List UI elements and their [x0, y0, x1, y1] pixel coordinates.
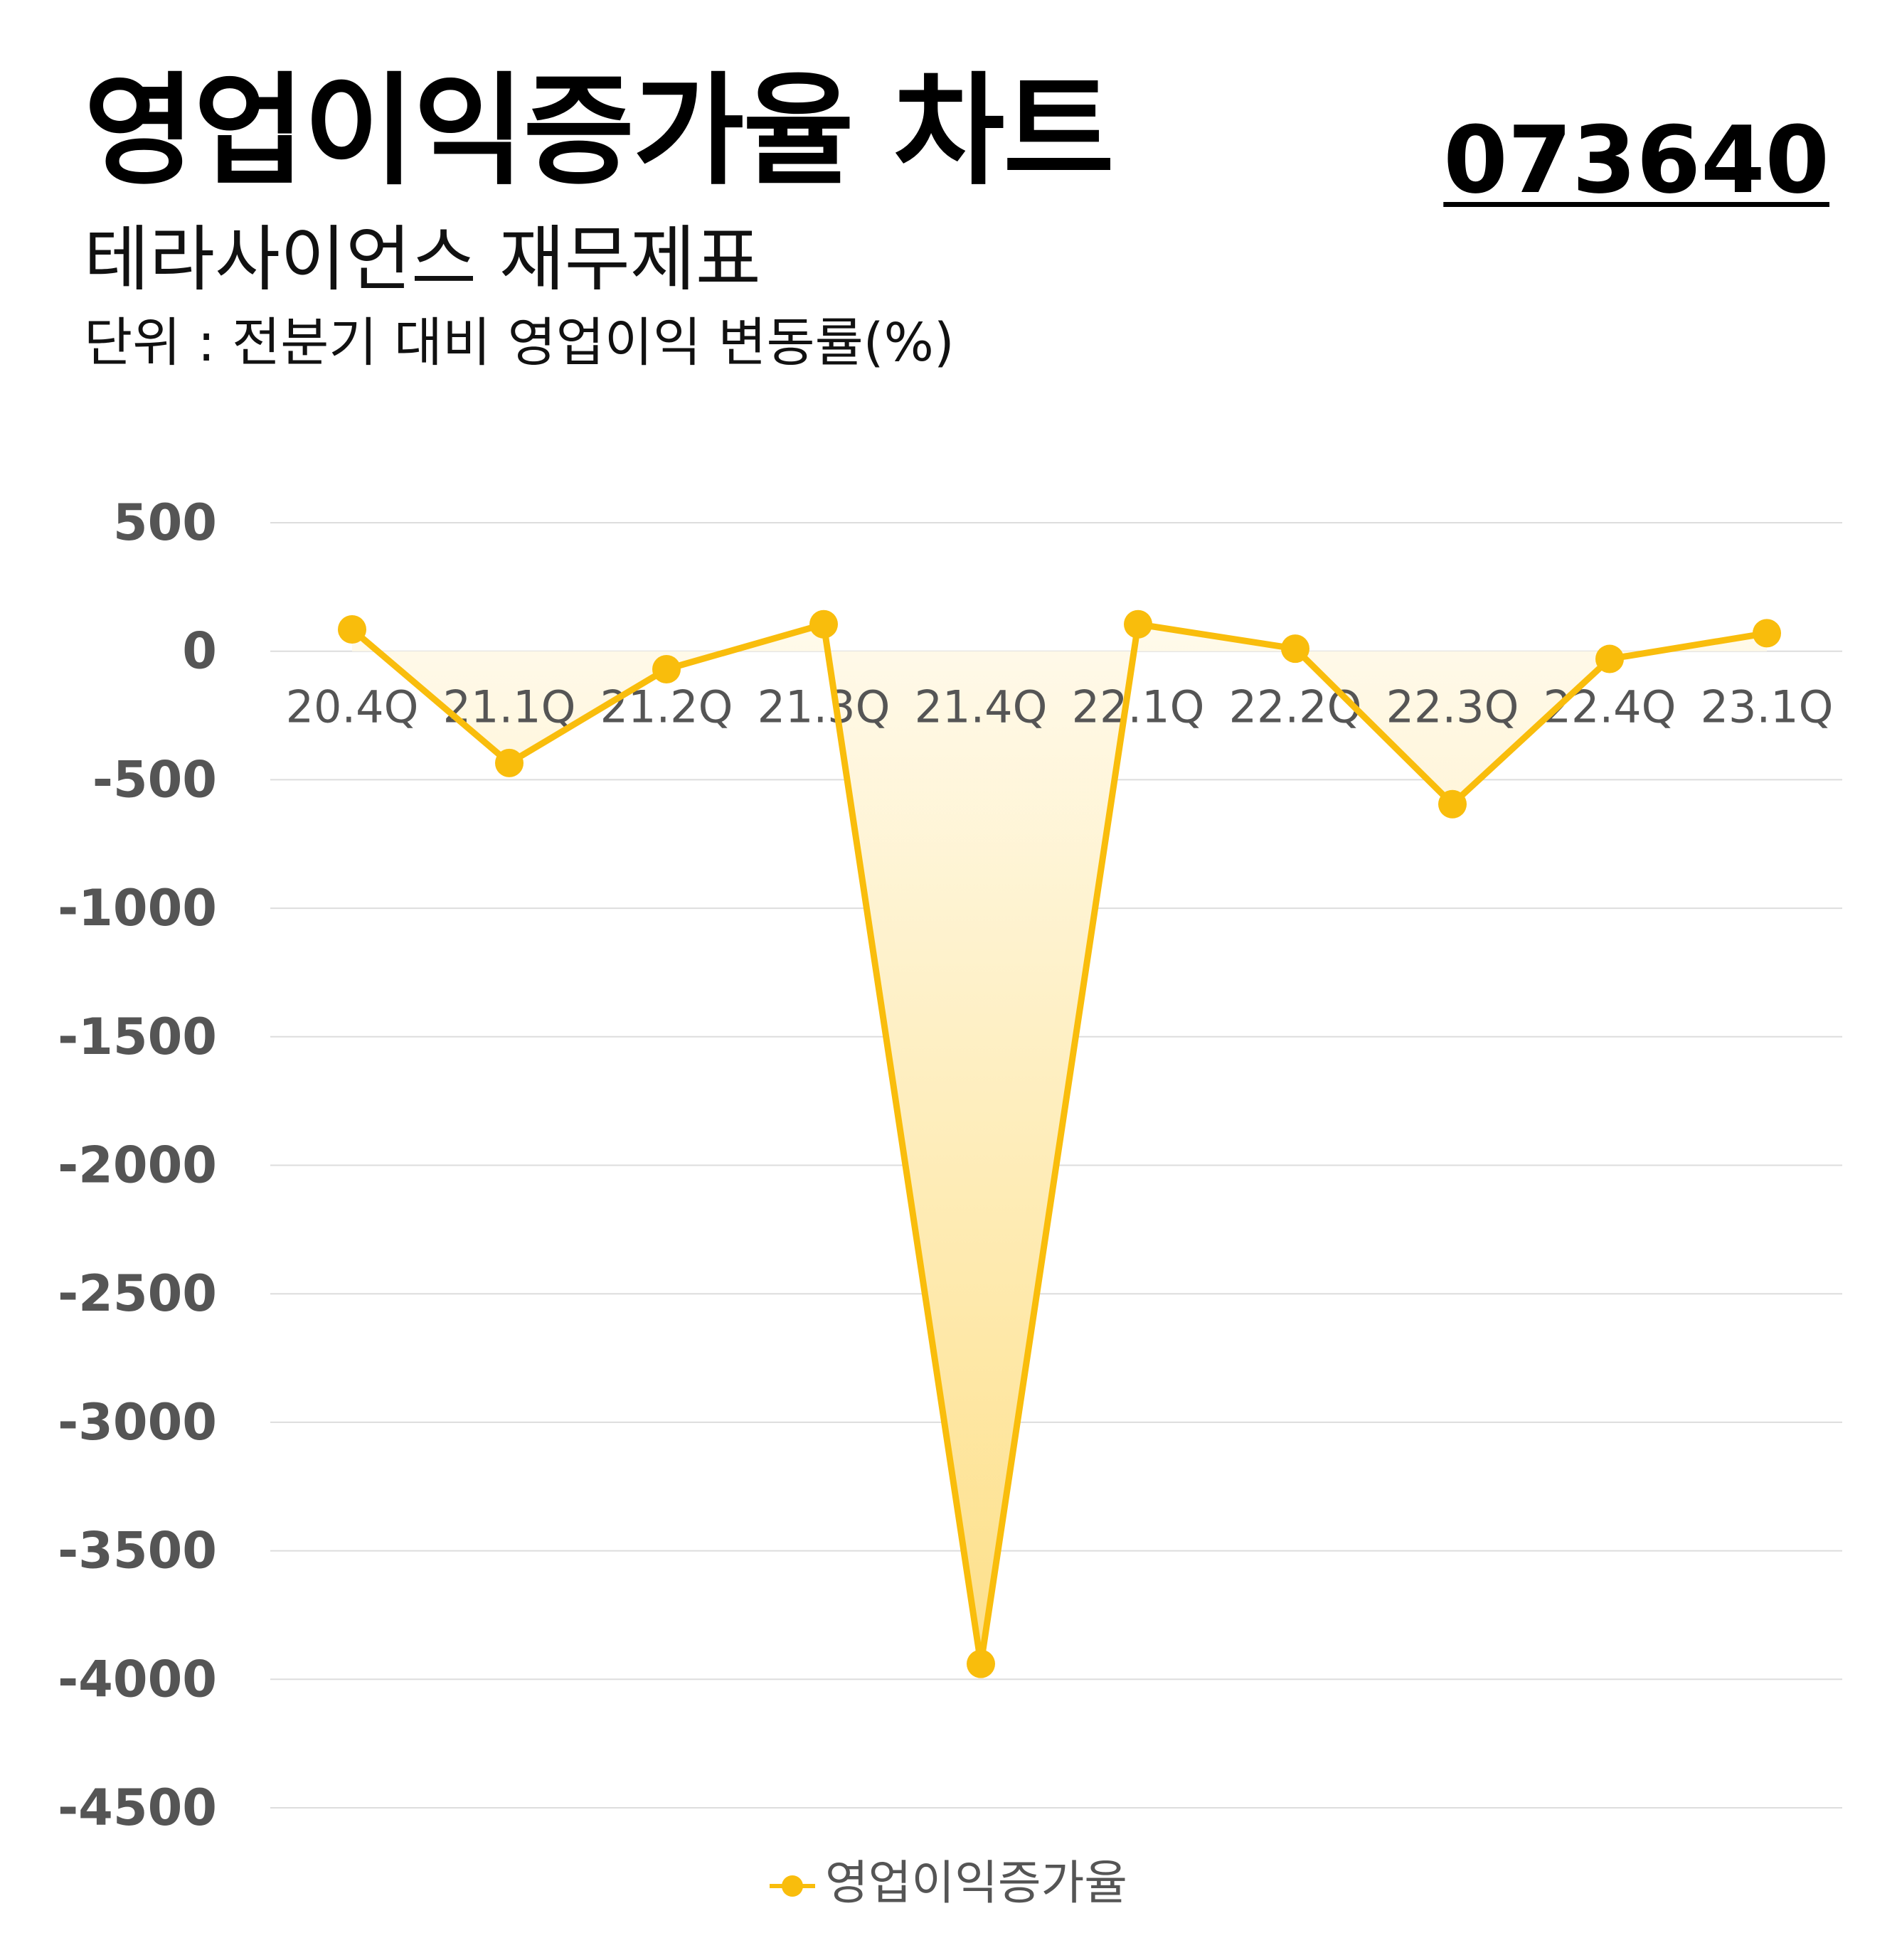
area-fill-group: [352, 624, 1767, 1664]
data-point: [652, 654, 681, 683]
series-line-group: [349, 621, 1770, 1668]
data-point: [1438, 789, 1467, 819]
x-tick-label: 22.1Q: [1072, 681, 1205, 733]
x-tick-label: 20.4Q: [286, 681, 419, 733]
y-tick-label: -3000: [58, 1393, 217, 1452]
y-tick-label: -3500: [58, 1522, 217, 1580]
x-tick-label: 22.3Q: [1386, 681, 1519, 733]
x-tick-label: 21.3Q: [758, 681, 891, 733]
unit-label: 단위 : 전분기 대비 영업이익 변동률(%): [84, 312, 955, 373]
x-tick-label: 23.1Q: [1701, 681, 1834, 733]
chart-legend: 영업이익증가율: [0, 1860, 1897, 1907]
data-point: [338, 614, 366, 644]
data-point: [1595, 644, 1624, 673]
stock-code: 073640: [1443, 106, 1829, 214]
x-tick-label: 22.2Q: [1229, 681, 1362, 733]
data-point: [1281, 634, 1309, 664]
y-tick-label: -500: [92, 750, 217, 809]
x-tick-label: 22.4Q: [1543, 681, 1677, 733]
x-tick-label: 21.4Q: [915, 681, 1048, 733]
data-point: [1124, 609, 1152, 639]
y-tick-label: -4000: [58, 1650, 217, 1708]
data-point: [967, 1649, 995, 1678]
y-axis-ticks: 500 0 -500 -1000 -1500 -2000 -2500 -3000 -3500 -4…: [58, 494, 217, 1837]
series-points: [338, 609, 1781, 1678]
series-area: [352, 624, 1767, 1664]
y-tick-label: 0: [182, 622, 217, 681]
y-tick-label: 500: [113, 494, 217, 552]
y-tick-label: -4500: [58, 1779, 217, 1837]
data-point: [1753, 619, 1781, 648]
data-point: [495, 748, 524, 777]
y-tick-label: -2000: [58, 1136, 217, 1195]
x-axis-ticks: 20.4Q 21.1Q 21.2Q 21.3Q 21.4Q 22.1Q 22.2Q 22.3Q…: [286, 681, 1834, 733]
legend-label: 영업이익증가율: [824, 1855, 1128, 1910]
y-tick-label: -1000: [58, 879, 217, 937]
y-tick-label: -1500: [58, 1008, 217, 1066]
chart-title: 영업이익증가율 차트: [84, 61, 1115, 202]
x-tick-label: 21.2Q: [600, 681, 733, 733]
series-line: [349, 621, 1770, 1668]
legend-marker-icon: [769, 1873, 815, 1899]
y-tick-label: -2500: [58, 1264, 217, 1323]
data-point: [809, 609, 838, 639]
chart-subtitle: 테라사이언스 재무제표: [84, 218, 761, 301]
